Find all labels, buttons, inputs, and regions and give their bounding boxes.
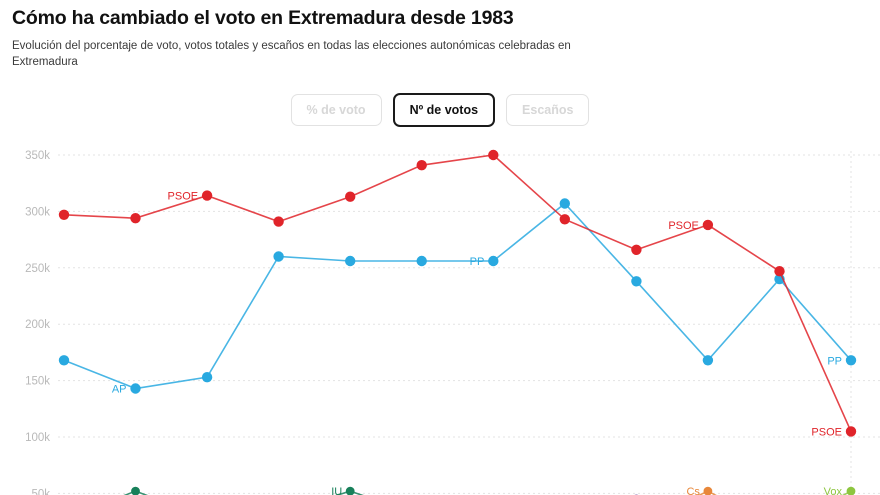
y-axis-tick-label: 150k bbox=[25, 376, 50, 388]
data-point-psoe[interactable] bbox=[273, 216, 284, 227]
series-label-iu: IU bbox=[331, 486, 342, 495]
series-label-vox: Vox bbox=[824, 486, 843, 495]
y-axis-tick-label: 100k bbox=[25, 432, 50, 444]
data-point-pp[interactable] bbox=[631, 276, 642, 287]
data-point-psoe[interactable] bbox=[416, 160, 427, 171]
series-cs bbox=[697, 486, 717, 495]
series-pp bbox=[58, 198, 857, 394]
series-vox bbox=[842, 486, 856, 495]
data-point-psoe[interactable] bbox=[130, 213, 141, 224]
data-point-pp[interactable] bbox=[58, 355, 70, 366]
data-point-psoe[interactable] bbox=[845, 426, 857, 437]
page-subtitle: Evolución del porcentaje de voto, votos … bbox=[12, 40, 571, 68]
y-axis-tick-label: 50k bbox=[31, 488, 50, 495]
data-point-pp[interactable] bbox=[845, 355, 857, 366]
data-point-pp[interactable] bbox=[345, 255, 356, 267]
series-iu bbox=[123, 486, 364, 495]
series-line-iu bbox=[123, 490, 364, 495]
series-label-psoe: PSOE bbox=[168, 191, 199, 203]
data-point-pp[interactable] bbox=[130, 383, 141, 394]
tab-escanos[interactable]: Escaños bbox=[506, 94, 590, 126]
series-label-ap: AP bbox=[112, 384, 127, 396]
data-point-psoe[interactable] bbox=[774, 266, 785, 277]
data-point-iu[interactable] bbox=[131, 486, 140, 495]
data-point-pp[interactable] bbox=[702, 355, 714, 366]
data-point-psoe[interactable] bbox=[488, 149, 499, 161]
series-label-pp: PP bbox=[827, 355, 842, 367]
data-point-pp[interactable] bbox=[201, 372, 213, 383]
tab-numero-de-votos[interactable]: Nº de votos bbox=[392, 93, 496, 127]
data-point-pp[interactable] bbox=[273, 251, 284, 262]
data-point-psoe[interactable] bbox=[345, 191, 356, 202]
series-psoe bbox=[58, 149, 857, 437]
data-point-psoe[interactable] bbox=[559, 214, 570, 225]
tab-percent-de-voto[interactable]: % de voto bbox=[290, 94, 382, 126]
line-chart-svg: 350k 300k 250k 200k 150k 100k 50k PSOE PSOE PSOE A… bbox=[25, 149, 880, 495]
data-point-cs[interactable] bbox=[703, 486, 713, 495]
data-point-vox[interactable] bbox=[846, 486, 856, 495]
y-axis-tick-label: 200k bbox=[25, 319, 50, 331]
y-axis-tick-label: 350k bbox=[25, 150, 50, 162]
page-title: Cómo ha cambiado el voto en Extremadura … bbox=[12, 7, 514, 29]
chart-plot-area: 350k 300k 250k 200k 150k 100k 50k PSOE PSOE PSOE A… bbox=[0, 130, 880, 495]
data-point-pp[interactable] bbox=[559, 198, 570, 209]
data-point-psoe[interactable] bbox=[201, 190, 213, 201]
series-label-psoe: PSOE bbox=[811, 426, 842, 438]
data-point-psoe[interactable] bbox=[702, 219, 714, 231]
y-axis-tick-label: 250k bbox=[25, 263, 50, 275]
data-point-pp[interactable] bbox=[488, 255, 499, 267]
series-label-psoe: PSOE bbox=[668, 220, 699, 232]
series-label-cs: Cs bbox=[686, 486, 700, 495]
data-point-pp[interactable] bbox=[416, 255, 427, 267]
y-axis-tick-label: 300k bbox=[25, 206, 50, 218]
view-mode-tabs: % de voto Nº de votos Escaños bbox=[0, 93, 880, 127]
data-point-psoe[interactable] bbox=[58, 209, 70, 220]
series-label-pp: PP bbox=[470, 256, 485, 268]
series-line-psoe bbox=[63, 154, 852, 432]
series-line-pp bbox=[63, 202, 852, 390]
data-point-psoe[interactable] bbox=[631, 244, 642, 255]
data-point-iu[interactable] bbox=[345, 486, 355, 495]
